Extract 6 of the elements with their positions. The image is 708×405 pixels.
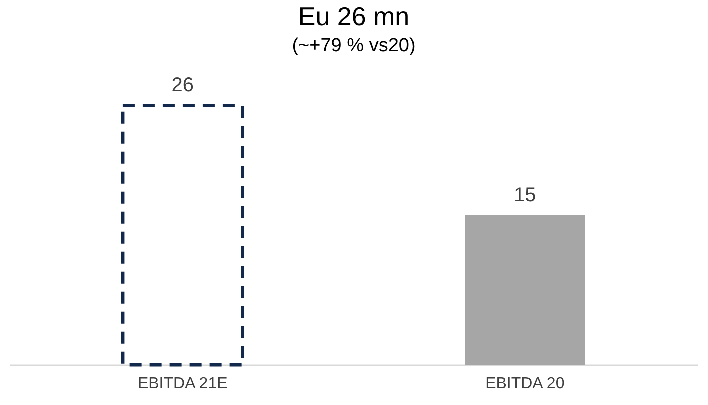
- data-label: 15: [514, 184, 536, 206]
- x-tick-label: EBITDA 20: [486, 376, 565, 392]
- chart-title: Eu 26 mn: [298, 2, 410, 32]
- x-tick-label: EBITDA 21E: [138, 376, 228, 392]
- chart-subtitle: (~+79 % vs20): [292, 36, 416, 57]
- data-label: 26: [172, 74, 194, 97]
